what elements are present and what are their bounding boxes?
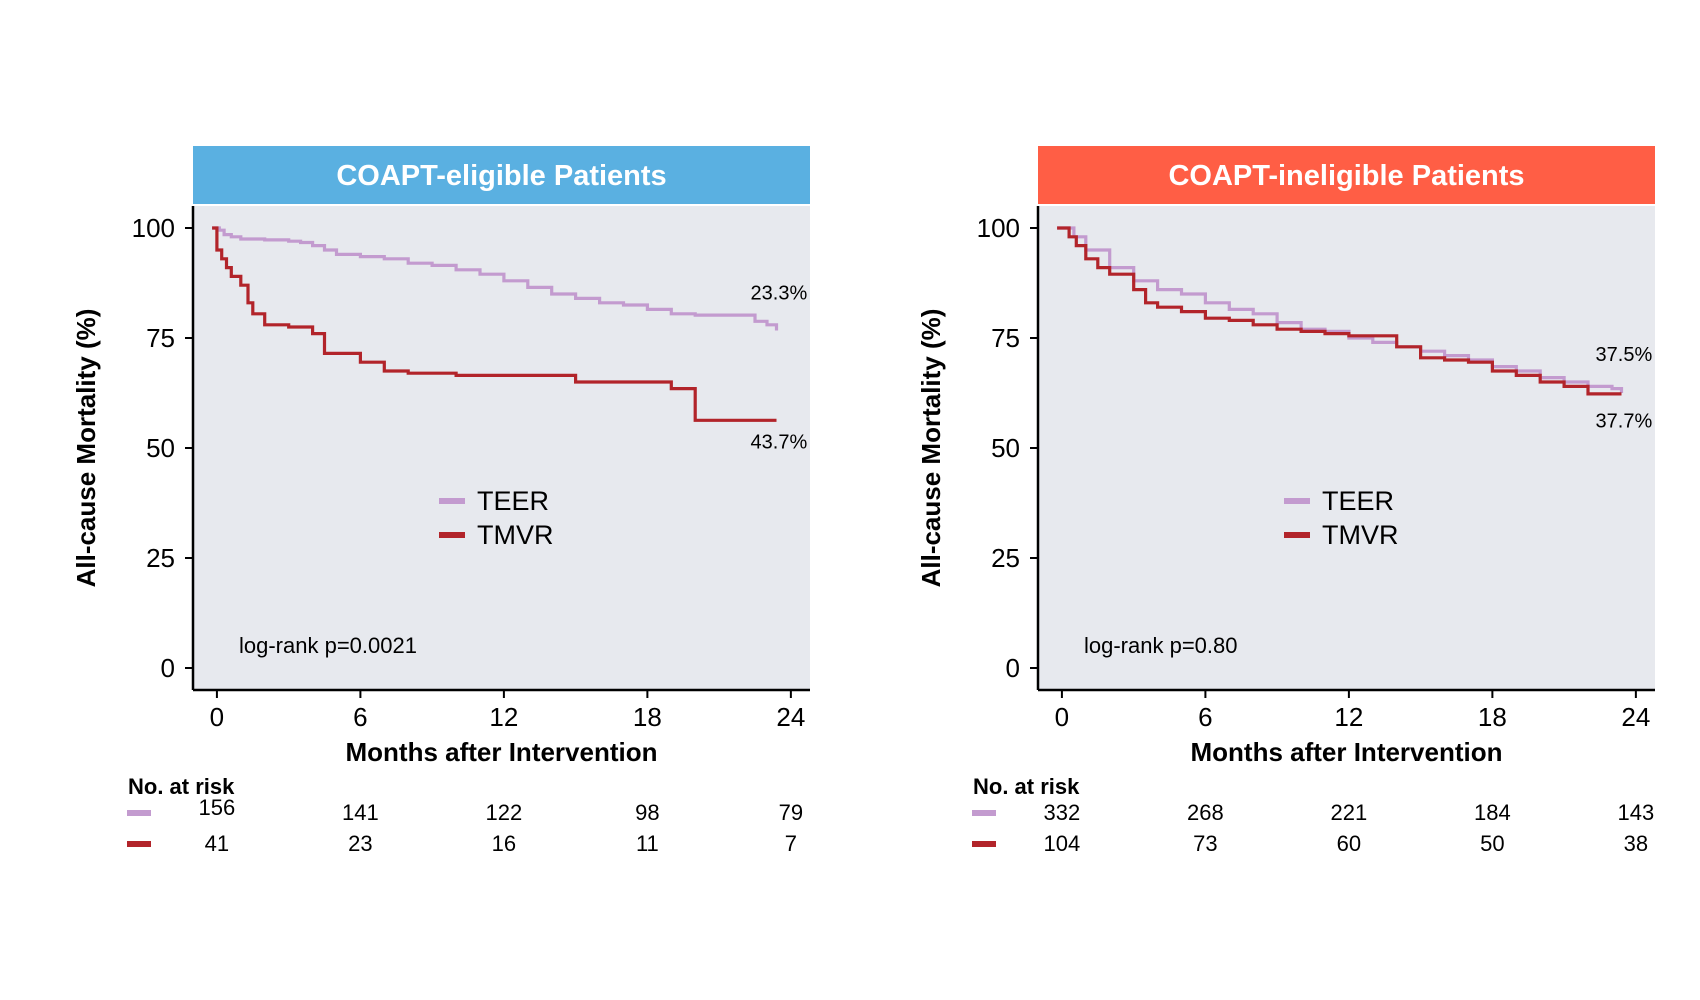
legend-label-tmvr: TMVR [1322,520,1399,550]
y-axis-label: All-cause Mortality (%) [916,309,946,588]
risk-table-heading: No. at risk [973,774,1080,799]
risk-value-teer: 122 [486,800,523,825]
panel-header-banner [1038,146,1655,204]
risk-value-teer: 184 [1474,800,1511,825]
x-tick-label: 6 [353,702,367,732]
x-tick-label: 6 [1198,702,1212,732]
panel-header-banner [193,146,810,204]
risk-value-teer: 156 [199,795,236,820]
risk-value-tmvr: 7 [785,831,797,856]
risk-value-tmvr: 60 [1337,831,1361,856]
plot-area [1038,206,1655,690]
risk-value-tmvr: 16 [492,831,516,856]
legend-label-tmvr: TMVR [477,520,554,550]
risk-value-tmvr: 41 [205,831,229,856]
x-tick-label: 24 [1621,702,1650,732]
series-line-teer [212,226,779,331]
risk-value-teer: 268 [1187,800,1224,825]
risk-value-teer: 141 [342,800,379,825]
end-label-teer: 23.3% [751,283,808,305]
legend-label-teer: TEER [477,486,549,516]
x-tick-label: 18 [1478,702,1507,732]
log-rank-annotation: log-rank p=0.0021 [239,633,417,658]
risk-value-tmvr: 38 [1624,831,1648,856]
y-tick-label: 75 [146,323,175,353]
end-label-teer: 37.5% [1596,344,1653,366]
log-rank-annotation: log-rank p=0.80 [1084,633,1238,658]
risk-value-teer: 98 [635,800,659,825]
risk-table-heading: No. at risk [128,774,235,799]
panel-title: COAPT-ineligible Patients [1168,160,1524,192]
y-tick-label: 25 [991,543,1020,573]
x-tick-label: 12 [1334,702,1363,732]
risk-value-tmvr: 11 [636,831,659,856]
series-line-tmvr [212,226,777,422]
risk-value-teer: 332 [1044,800,1081,825]
x-tick-label: 0 [1055,702,1069,732]
y-tick-label: 100 [132,213,175,243]
x-tick-label: 24 [776,702,805,732]
y-tick-label: 25 [146,543,175,573]
risk-value-tmvr: 50 [1480,831,1504,856]
x-axis-label: Months after Intervention [1190,737,1502,767]
plot-area [193,206,810,690]
risk-value-tmvr: 23 [348,831,372,856]
risk-value-tmvr: 104 [1044,831,1081,856]
x-tick-label: 0 [210,702,224,732]
y-tick-label: 50 [991,433,1020,463]
risk-value-teer: 221 [1331,800,1368,825]
end-label-tmvr: 37.7% [1596,410,1653,432]
x-tick-label: 12 [489,702,518,732]
chart-panel-2: COAPT-ineligible Patients 0 25 50 75 100 0 6 12 1… [916,146,1655,856]
risk-value-teer: 143 [1618,800,1655,825]
y-tick-label: 100 [977,213,1020,243]
x-axis-label: Months after Intervention [345,737,657,767]
risk-value-tmvr: 73 [1193,831,1217,856]
risk-value-teer: 79 [779,800,803,825]
end-label-tmvr: 43.7% [751,431,808,453]
y-tick-label: 0 [161,653,175,683]
y-tick-label: 75 [991,323,1020,353]
y-tick-label: 0 [1006,653,1020,683]
chart-panel-1: COAPT-eligible Patients 0 25 50 75 100 0 6 12 18 2… [71,146,810,856]
legend-label-teer: TEER [1322,486,1394,516]
y-axis-label: All-cause Mortality (%) [71,309,101,588]
y-tick-label: 50 [146,433,175,463]
series-line-tmvr [1057,226,1622,396]
panel-title: COAPT-eligible Patients [336,160,666,192]
x-tick-label: 18 [633,702,662,732]
